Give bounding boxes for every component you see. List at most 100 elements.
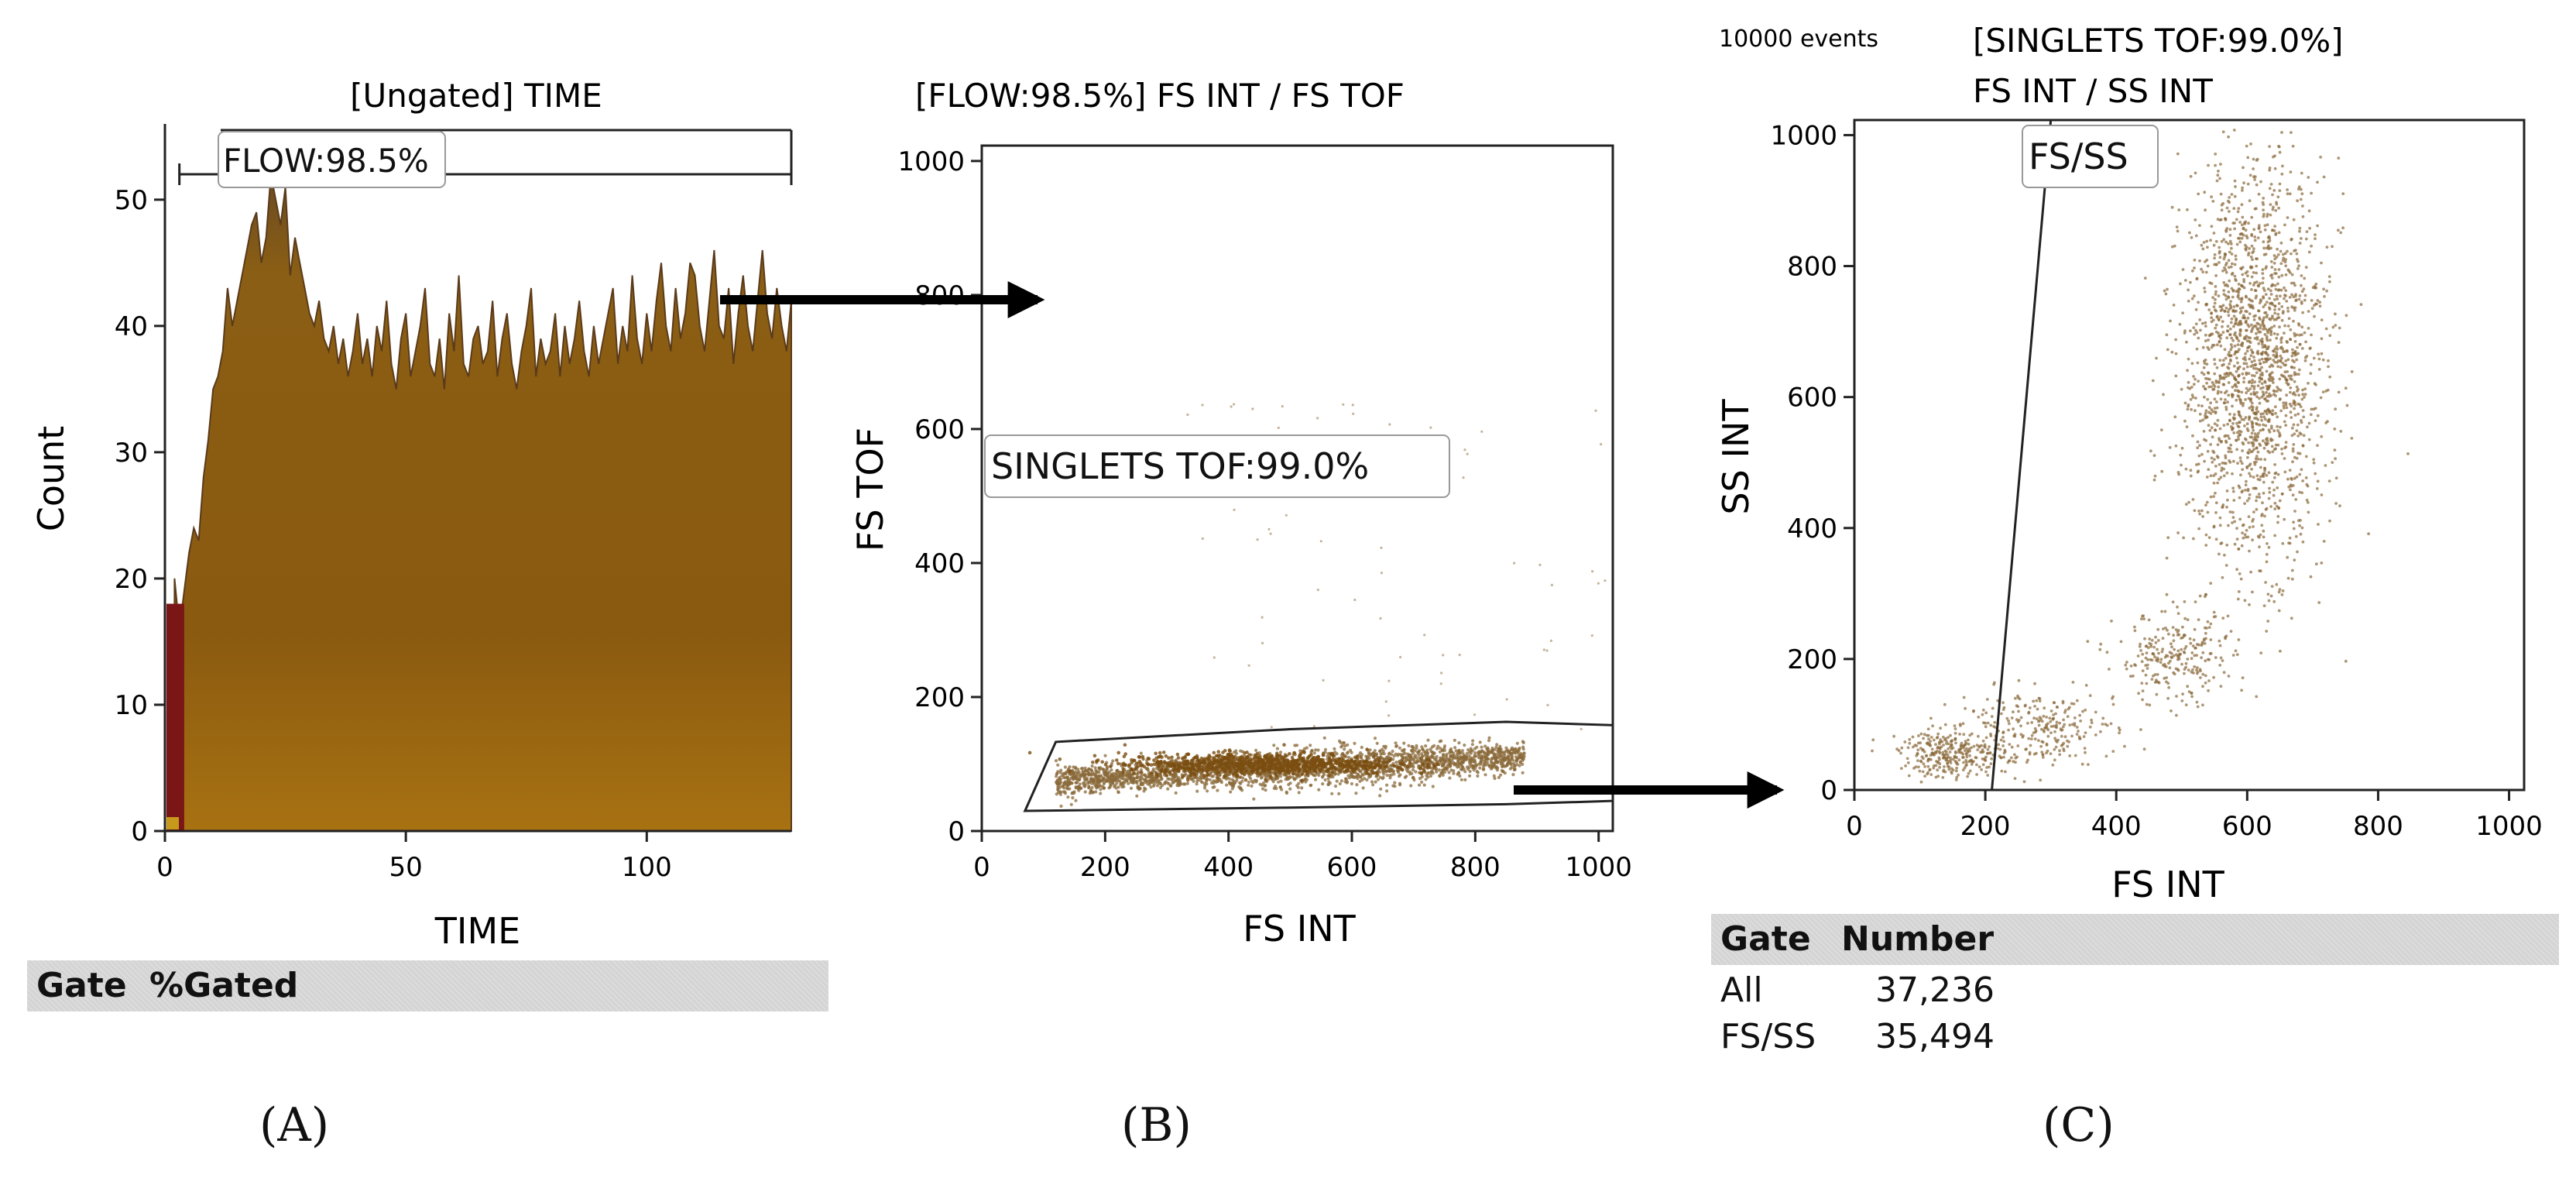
scatter-point xyxy=(2248,341,2252,345)
scatter-point xyxy=(2223,391,2227,395)
scatter-point xyxy=(2252,157,2255,161)
scatter-point xyxy=(2292,443,2296,446)
scatter-point xyxy=(2165,556,2169,560)
scatter-point xyxy=(2290,484,2293,488)
scatter-point xyxy=(2255,157,2259,161)
scatter-point xyxy=(2245,335,2248,338)
scatter-point xyxy=(2287,374,2291,378)
scatter-point xyxy=(2293,510,2296,513)
scatter-point xyxy=(1292,778,1296,781)
scatter-point xyxy=(2258,282,2262,286)
scatter-point xyxy=(1456,749,1460,753)
scatter-point xyxy=(2236,597,2240,601)
scatter-point xyxy=(2272,389,2276,393)
scatter-point xyxy=(1311,756,1315,760)
scatter-point xyxy=(1355,783,1359,787)
scatter-point xyxy=(1424,778,1428,781)
scatter-point xyxy=(1258,782,1262,786)
scatter-point xyxy=(1208,778,1212,782)
scatter-point xyxy=(2248,407,2252,410)
scatter-point xyxy=(1288,751,1291,756)
scatter-point xyxy=(2265,347,2269,351)
scatter-point xyxy=(1435,762,1440,766)
scatter-point xyxy=(2273,167,2277,170)
scatter-point xyxy=(1155,778,1159,782)
scatter-point xyxy=(2316,180,2319,184)
scatter-point xyxy=(1278,750,1283,754)
scatter-point xyxy=(1314,767,1318,771)
scatter-point xyxy=(2209,474,2213,478)
scatter-point xyxy=(2284,264,2288,268)
scatter-point xyxy=(1394,744,1398,748)
scatter-point xyxy=(1420,752,1424,756)
scatter-point xyxy=(2309,362,2313,366)
scatter-point xyxy=(2208,428,2212,432)
scatter-point xyxy=(2252,428,2255,432)
scatter-point xyxy=(2218,261,2221,264)
scatter-point xyxy=(1465,751,1469,755)
scatter-point xyxy=(2272,493,2276,497)
scatter-point xyxy=(2301,215,2305,218)
scatter-point xyxy=(2279,409,2283,413)
scatter-point xyxy=(2181,268,2185,271)
x-tick-label: 0 xyxy=(973,852,990,883)
scatter-point xyxy=(1253,754,1257,759)
scatter-point xyxy=(2298,403,2302,407)
scatter-point xyxy=(2281,541,2285,545)
scatter-point xyxy=(1164,754,1168,758)
scatter-point xyxy=(1463,744,1466,747)
scatter-point xyxy=(1219,781,1223,785)
scatter-point xyxy=(2223,462,2227,465)
scatter-point xyxy=(2339,430,2343,433)
scatter-point xyxy=(1088,781,1092,785)
scatter-point xyxy=(2237,548,2241,551)
panel-b-singlets-gate[interactable]: SINGLETS TOF:99.0% xyxy=(984,434,1614,812)
scatter-point xyxy=(2233,520,2237,524)
scatter-point xyxy=(2316,224,2320,228)
scatter-point xyxy=(1263,774,1267,778)
scatter-point xyxy=(2271,314,2274,318)
scatter-point xyxy=(1277,768,1281,772)
scatter-point xyxy=(1132,778,1136,783)
scatter-point xyxy=(2236,210,2240,214)
scatter-point xyxy=(1442,766,1447,771)
scatter-point xyxy=(2243,599,2247,603)
panel-a-flow-gate[interactable]: FLOW:98.5% xyxy=(178,129,793,188)
scatter-point xyxy=(2210,282,2214,285)
scatter-point xyxy=(2251,408,2255,412)
scatter-point xyxy=(1224,777,1228,781)
scatter-point xyxy=(2265,390,2268,394)
scatter-point xyxy=(2317,357,2321,361)
scatter-point xyxy=(1493,776,1497,781)
scatter-point xyxy=(1095,782,1099,786)
scatter-point xyxy=(2247,515,2251,518)
scatter-point xyxy=(2290,252,2293,256)
scatter-point xyxy=(2297,185,2301,189)
scatter-point xyxy=(1236,763,1240,768)
scatter-point xyxy=(1503,753,1507,757)
scatter-point xyxy=(2286,192,2290,196)
scatter-point xyxy=(2301,311,2305,314)
scatter-point xyxy=(2256,457,2260,461)
scatter-point xyxy=(1508,750,1511,755)
scatter-point xyxy=(2242,181,2246,185)
scatter-point xyxy=(1365,747,1369,751)
scatter-point xyxy=(2174,352,2178,355)
scatter-point xyxy=(2204,592,2207,596)
scatter-point xyxy=(1075,777,1079,781)
scatter-point xyxy=(2240,390,2244,394)
scatter-point xyxy=(1192,767,1196,771)
scatter-point xyxy=(1338,781,1342,786)
scatter-point xyxy=(1144,774,1147,778)
scatter-point xyxy=(2236,462,2239,465)
scatter-point xyxy=(2275,582,2279,586)
scatter-point xyxy=(2248,603,2251,606)
scatter-point xyxy=(1166,777,1170,781)
scatter-point xyxy=(1418,766,1423,771)
scatter-point xyxy=(2249,570,2253,574)
scatter-point xyxy=(2278,588,2282,591)
scatter-point xyxy=(2259,651,2263,654)
scatter-point xyxy=(2296,387,2300,391)
scatter-point xyxy=(2225,543,2229,547)
